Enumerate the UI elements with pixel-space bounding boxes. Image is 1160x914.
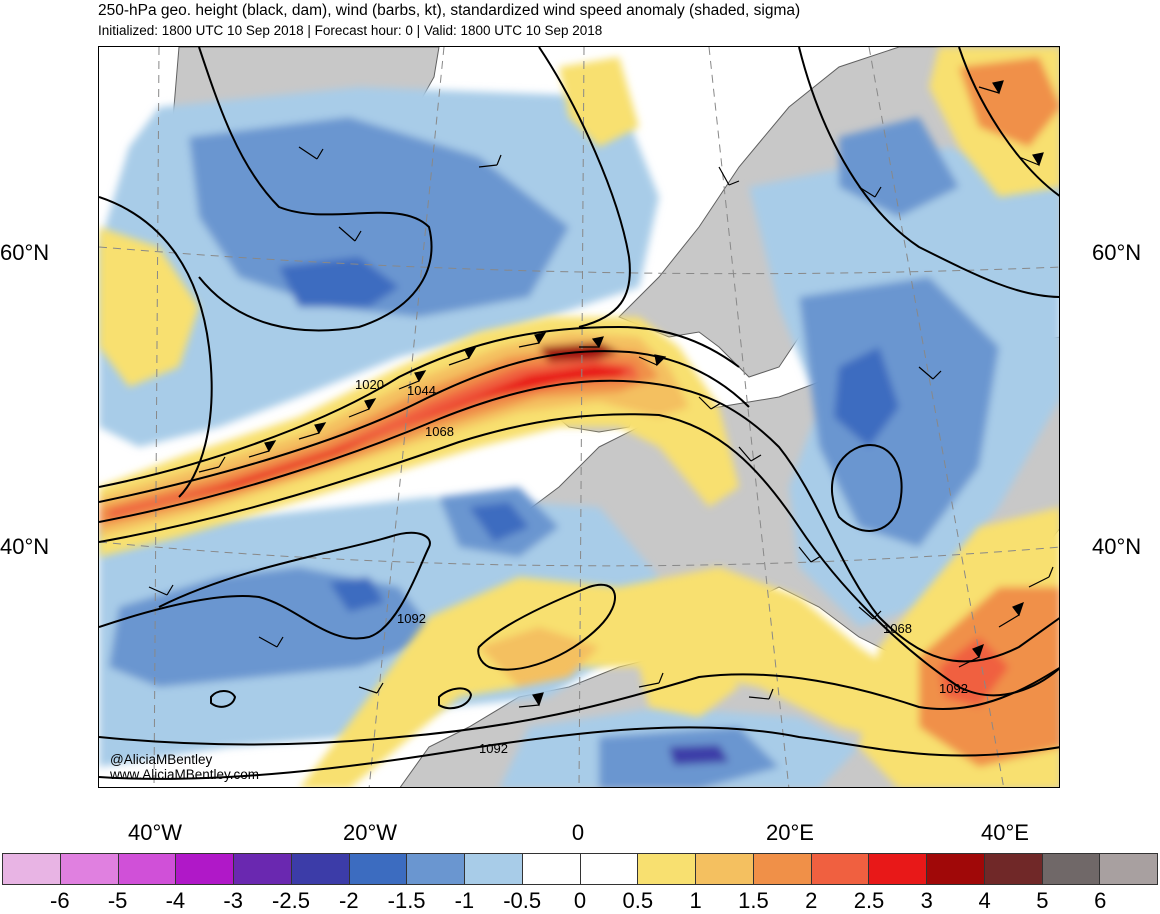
- height-contours: [99, 47, 1059, 780]
- colorbar-tick-label: -0.5: [503, 888, 542, 913]
- colorbar-segment: [753, 854, 812, 884]
- contour-label: 1092: [397, 611, 426, 626]
- colorbar-segment: [465, 854, 523, 884]
- wind-barb: [518, 692, 544, 708]
- wind-barb: [998, 601, 1024, 628]
- wind-barb: [398, 370, 427, 390]
- wind-barb: [198, 456, 226, 473]
- colorbar-segment: [1042, 854, 1101, 884]
- colorbar-tick-label: 3: [920, 888, 933, 913]
- colorbar-tick-label: 1: [689, 888, 702, 913]
- colorbar-tick-label: -1.5: [387, 888, 426, 913]
- wind-barb: [858, 186, 882, 198]
- contour-label: 1068: [425, 424, 454, 439]
- map-title: 250-hPa geo. height (black, dam), wind (…: [98, 2, 801, 19]
- colorbar-segment: [696, 854, 754, 884]
- wind-barb: [448, 347, 477, 366]
- colorbar-tick-label: 6: [1094, 888, 1107, 913]
- wind-barb: [638, 354, 667, 367]
- wind-barb: [358, 682, 384, 694]
- wind-barb: [248, 440, 277, 458]
- wind-barb: [258, 636, 284, 648]
- wind-barb: [798, 546, 822, 563]
- wind-barb: [298, 146, 324, 160]
- contour-label: 1020: [355, 377, 384, 392]
- colorbar-tick-label: 2.5: [853, 888, 885, 913]
- colorbar-tick-label: -1: [454, 888, 475, 913]
- wind-barb: [1018, 152, 1044, 167]
- colorbar-tick-label: -5: [107, 888, 128, 913]
- colorbar-segment: [349, 854, 408, 884]
- colorbar-segment: [869, 854, 927, 884]
- colorbar-segment: [3, 854, 61, 884]
- colorbar-segment: [291, 854, 350, 884]
- colorbar-segment: [176, 854, 234, 884]
- contour-label: 1068: [883, 621, 912, 636]
- wind-barb: [518, 332, 547, 348]
- wind-barb: [338, 226, 362, 242]
- wind-barbs: [148, 80, 1054, 708]
- wind-barb: [858, 606, 882, 620]
- lon-label-20w: 20°W: [342, 820, 398, 845]
- colorbar-segment: [407, 854, 465, 884]
- lat-label-60n-right: 60°N: [1092, 240, 1142, 265]
- colorbar-tick-label: 2: [805, 888, 818, 913]
- colorbar-segment: [522, 854, 581, 884]
- lat-label-60n-left: 60°N: [0, 240, 50, 265]
- colorbar-segment: [638, 854, 696, 884]
- credit-handle: @AliciaMBentley: [110, 752, 213, 767]
- wind-barb: [298, 422, 327, 440]
- lat-label-40n-left: 40°N: [0, 534, 50, 559]
- colorbar-tick-label: -2.5: [272, 888, 310, 913]
- lon-label-40e: 40°E: [981, 820, 1029, 845]
- colorbar-segment: [234, 854, 292, 884]
- wind-barb: [958, 643, 984, 668]
- colorbar-segment: [927, 854, 985, 884]
- weather-map: [99, 47, 1059, 787]
- colorbar-segment: [580, 854, 639, 884]
- wind-barb: [718, 166, 740, 186]
- colorbar-tick-label: -2: [339, 888, 359, 913]
- contour-label: 1092: [939, 681, 968, 696]
- wind-barb: [698, 396, 722, 410]
- wind-barb: [148, 584, 174, 596]
- colorbar-tick-label: -4: [165, 888, 186, 913]
- wind-barb: [348, 398, 377, 418]
- wind-barb: [478, 154, 502, 168]
- wind-barb: [918, 366, 942, 380]
- lat-label-40n-right: 40°N: [1092, 534, 1142, 559]
- colorbar-segment: [118, 854, 177, 884]
- map-panel: 1020 1044 1068 1092 1068 1092 1092: [98, 46, 1060, 788]
- colorbar-labels: -6 -5 -4 -3 -2.5 -2 -1.5 -1 -0.5 0 0.5 1 1.5 2 2.5 3 4 5 6: [0, 888, 1160, 913]
- colorbar-tick-label: 5: [1036, 888, 1049, 913]
- colorbar-segment: [984, 854, 1043, 884]
- wind-barb: [638, 672, 664, 688]
- wind-barb: [748, 688, 774, 700]
- colorbar-tick-label: 0: [573, 888, 587, 913]
- wind-barb: [978, 80, 1004, 95]
- graticule: [99, 47, 1059, 787]
- colorbar-tick-label: 1.5: [738, 888, 769, 913]
- colorbar-tick-label: 0.5: [622, 888, 654, 913]
- contour-label: 1092: [479, 741, 508, 756]
- lon-label-40w: 40°W: [127, 820, 183, 845]
- colorbar-tick-label: 4: [978, 888, 991, 913]
- credit-site: www.AliciaMBentley.com: [110, 767, 260, 782]
- contour-label: 1044: [407, 383, 436, 398]
- map-subtitle: Initialized: 1800 UTC 10 Sep 2018 | Fore…: [98, 23, 603, 38]
- lon-label-20e: 20°E: [766, 820, 814, 845]
- colorbar-tick-label: -6: [50, 888, 70, 913]
- wind-barb: [579, 336, 604, 349]
- wind-barb: [738, 446, 762, 462]
- colorbar: [2, 853, 1158, 885]
- wind-barb: [1028, 566, 1054, 588]
- colorbar-segment: [811, 854, 870, 884]
- colorbar-tick-label: -3: [223, 888, 243, 913]
- lon-label-0: 0: [571, 820, 585, 845]
- colorbar-segment: [1100, 854, 1157, 884]
- colorbar-segment: [60, 854, 119, 884]
